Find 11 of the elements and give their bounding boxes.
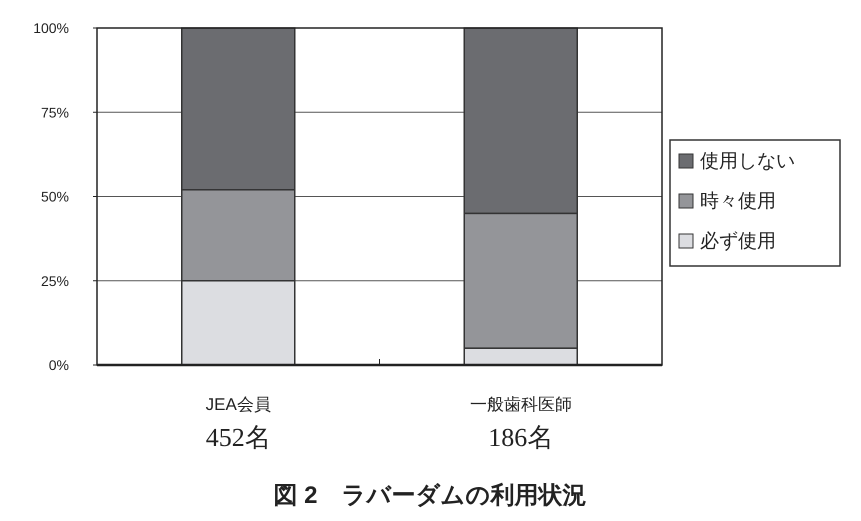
y-tick-label: 25%: [40, 272, 69, 289]
legend-label: 必ず使用: [700, 231, 776, 252]
y-tick-label: 75%: [40, 104, 69, 120]
y-tick-label: 50%: [40, 188, 69, 204]
text: 図 2 ラバーダムの利用状況: [273, 482, 587, 509]
legend-label: 時々使用: [700, 191, 776, 212]
y-tick-label: 100%: [33, 20, 69, 36]
legend-label: 使用しない: [700, 151, 795, 172]
x-tick-label: 一般歯科医師 186名: [470, 395, 572, 452]
y-tick-label: 0%: [48, 357, 69, 373]
x-tick-label: JEA会員 452名: [206, 395, 271, 452]
